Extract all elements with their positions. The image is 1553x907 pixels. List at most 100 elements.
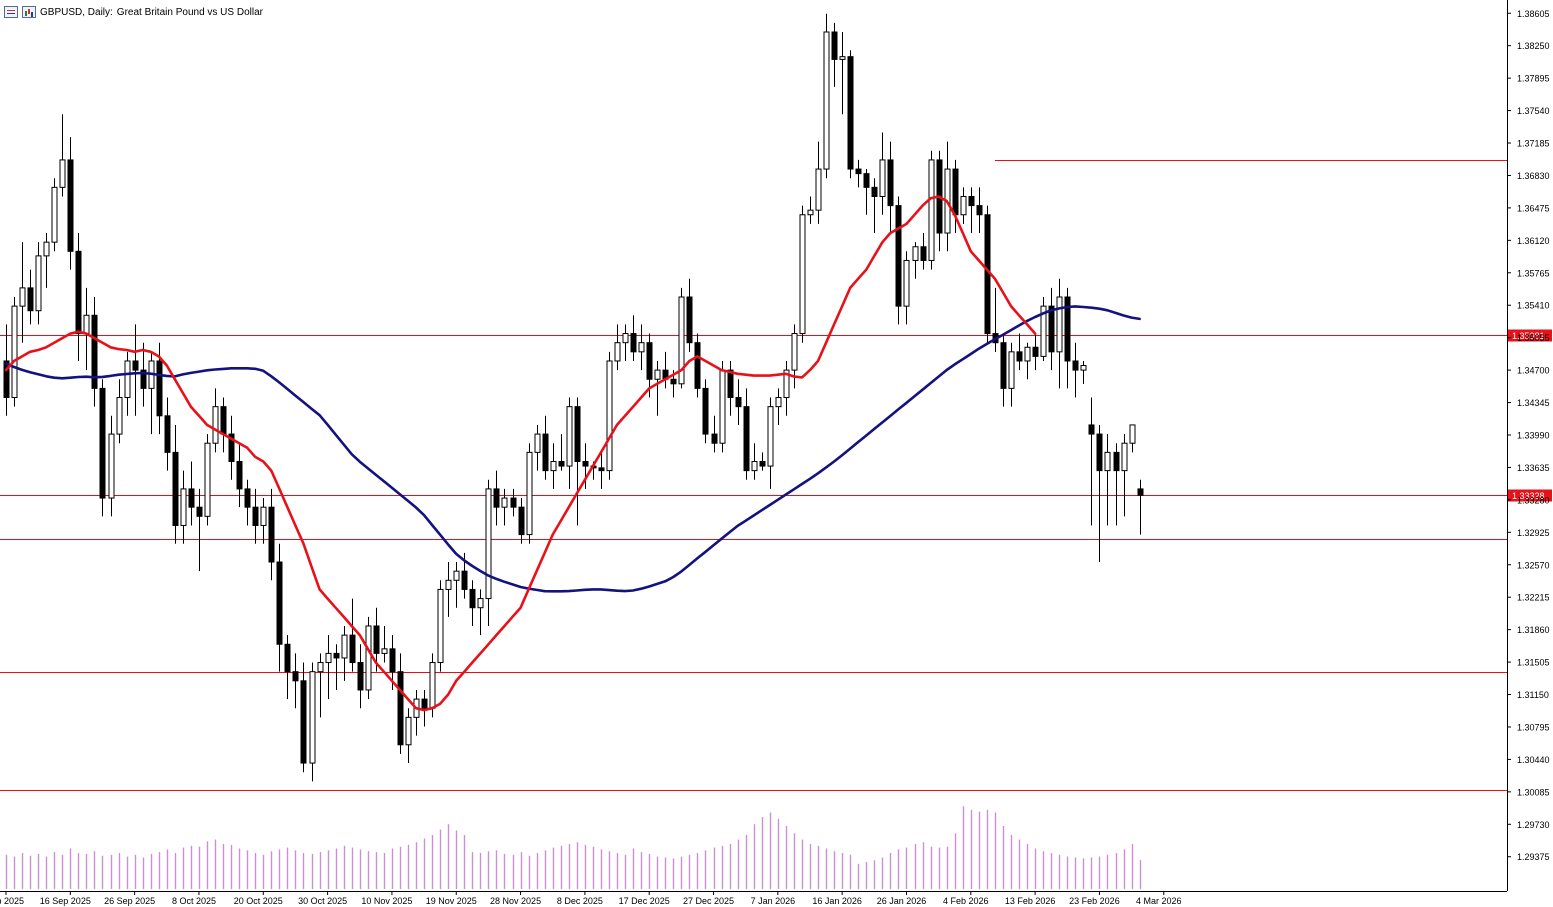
candle-bear: [863, 173, 870, 188]
chart-header: GBPUSD, Daily: Great Britain Pound vs US…: [4, 4, 263, 20]
candle-bear: [887, 159, 894, 207]
header-symbol: GBPUSD, Daily:: [40, 6, 113, 18]
candle-bear: [140, 369, 147, 389]
price-tick-label: 1.36830: [1517, 171, 1550, 181]
candle-bear: [228, 433, 235, 462]
price-tick-label: 1.37185: [1517, 139, 1550, 149]
time-tick-label: 26 Sep 2025: [104, 896, 155, 906]
candle-bear: [598, 467, 605, 472]
price-tick-label: 1.32925: [1517, 528, 1550, 538]
time-tick-label: 20 Oct 2025: [234, 896, 283, 906]
candle-bull: [212, 406, 219, 444]
candle-bull: [719, 369, 726, 444]
candle-bull: [325, 652, 332, 664]
candle-bear: [172, 451, 179, 526]
candle-bull: [903, 259, 910, 307]
candle-bull: [51, 186, 58, 243]
candle-bull: [526, 451, 533, 536]
price-tick-label: 1.33635: [1517, 463, 1550, 473]
candle-bull: [622, 333, 629, 344]
candle-bear: [735, 397, 742, 408]
candle-bull: [1129, 424, 1136, 444]
time-tick-label: 4 Feb 2026: [943, 896, 989, 906]
candle-bull: [116, 397, 123, 435]
ma-fast-line: [4, 195, 1037, 712]
time-tick-label: 30 Oct 2025: [298, 896, 347, 906]
candle-bull: [534, 433, 541, 453]
candle-bear: [164, 415, 171, 453]
candle-bull: [11, 305, 18, 399]
candle-bull: [775, 397, 782, 408]
candle-bear: [759, 460, 766, 467]
candle-bull: [799, 214, 806, 335]
candle-bear: [1064, 296, 1071, 362]
ma-slow-line: [4, 305, 1141, 593]
candle-bear: [711, 433, 718, 444]
candle-bear: [268, 506, 275, 563]
candle-bear: [1072, 360, 1079, 371]
candle-bull: [1080, 365, 1087, 371]
candle-bear: [421, 698, 428, 709]
candle-bull: [654, 369, 661, 380]
chart-window-icon[interactable]: [4, 6, 18, 18]
candle-bear: [244, 488, 251, 508]
candle-bear: [694, 342, 701, 389]
price-tick-label: 1.31505: [1517, 658, 1550, 668]
candle-bull: [309, 671, 316, 764]
price-tick-label: 1.32570: [1517, 560, 1550, 570]
price-tick-label: 1.35765: [1517, 268, 1550, 278]
candle-bear: [1016, 351, 1023, 362]
level-price-tag: [1508, 489, 1552, 502]
candle-bull: [566, 406, 573, 467]
candle-bear: [397, 671, 404, 746]
time-tick-label: 28 Nov 2025: [490, 896, 541, 906]
candle-bear: [831, 31, 838, 60]
candle-bull: [751, 460, 758, 472]
candle-bull: [501, 497, 508, 508]
price-tick-label: 1.29375: [1517, 852, 1550, 862]
candle-bear: [389, 648, 396, 673]
time-tick-label: 4 Sep 2025: [0, 896, 24, 906]
candle-bull: [445, 579, 452, 590]
candle-bull: [638, 342, 645, 353]
candle-bear: [1032, 346, 1039, 357]
candle-bull: [928, 159, 935, 261]
price-tick-label: 1.34345: [1517, 398, 1550, 408]
candle-bear: [1096, 433, 1103, 472]
candle-bull: [59, 159, 66, 188]
level-price-label: 1.35081: [1512, 331, 1545, 341]
time-tick-label: 7 Jan 2026: [751, 896, 796, 906]
candle-bear: [292, 671, 299, 682]
time-tick-label: 19 Nov 2025: [426, 896, 477, 906]
price-tick-label: 1.37895: [1517, 74, 1550, 84]
candle-bear: [27, 287, 34, 312]
candle-bear: [670, 378, 677, 385]
price-tick-label: 1.30440: [1517, 755, 1550, 765]
candle-bull: [614, 342, 621, 362]
time-tick-label: 10 Nov 2025: [361, 896, 412, 906]
candle-bear: [510, 497, 517, 508]
time-tick-label: 8 Dec 2025: [557, 896, 603, 906]
candle-bull: [405, 716, 412, 746]
candle-bear: [333, 652, 340, 659]
candle-bull: [437, 588, 444, 664]
candle-bull: [767, 406, 774, 467]
candle-bull: [180, 488, 187, 526]
candle-bear: [188, 488, 195, 508]
candle-bear: [1113, 451, 1120, 472]
candle-bear: [702, 387, 709, 435]
time-tick-label: 16 Jan 2026: [812, 896, 862, 906]
time-tick-label: 8 Oct 2025: [172, 896, 216, 906]
candle-bear: [518, 506, 525, 536]
price-tick-label: 1.31860: [1517, 625, 1550, 635]
chart-type-icon[interactable]: [22, 6, 36, 18]
candle-bull: [453, 570, 460, 581]
level-price-tag: [1508, 329, 1552, 342]
candle-bear: [461, 570, 468, 590]
candle-bear: [75, 250, 82, 335]
candle-bull: [1008, 351, 1015, 389]
candle-bear: [855, 168, 862, 175]
candle-bull: [807, 209, 814, 216]
candle-bear: [300, 680, 307, 764]
